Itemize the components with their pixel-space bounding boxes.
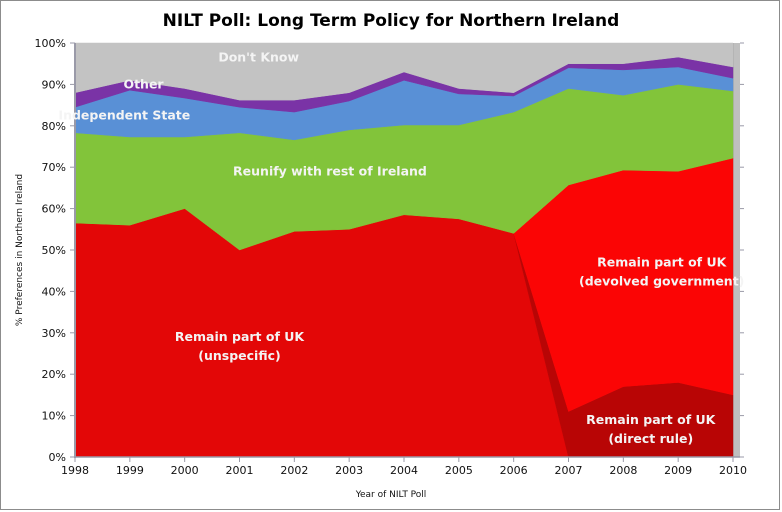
- x-axis-title: Year of NILT Poll: [355, 490, 427, 500]
- y-tick-label: 20%: [42, 368, 66, 381]
- x-tick-label: 2004: [390, 464, 418, 477]
- label-line: Remain part of UK: [586, 412, 717, 427]
- y-tick-label: 50%: [42, 244, 66, 257]
- x-tick-label: 2006: [500, 464, 528, 477]
- label-line: (devolved government): [579, 274, 744, 289]
- plot-right-edge: [733, 43, 740, 457]
- y-tick-label: 40%: [42, 285, 66, 298]
- area-don-t-know: [74, 42, 734, 101]
- x-tick-label: 2000: [171, 464, 199, 477]
- label-reunify-with-rest-of-ireland: Reunify with rest of Ireland: [233, 163, 427, 178]
- label-line: Other: [123, 77, 164, 92]
- x-tick-label: 1999: [116, 464, 144, 477]
- x-tick-label: 2001: [226, 464, 254, 477]
- area-layer: [74, 42, 734, 458]
- x-tick-label: 1998: [61, 464, 89, 477]
- y-tick-label: 100%: [35, 37, 66, 50]
- label-remain-part-of-uk-devolved-government: Remain part of UK (devolved government): [579, 255, 744, 289]
- label-remain-part-of-uk-direct-rule: Remain part of UK (direct rule): [586, 412, 717, 446]
- y-tick-label: 10%: [42, 410, 66, 423]
- y-tick-label: 70%: [42, 161, 66, 174]
- chart-title: NILT Poll: Long Term Policy for Northern…: [163, 11, 620, 31]
- x-tick-label: 2002: [280, 464, 308, 477]
- label-line: Don't Know: [218, 50, 299, 65]
- x-tick-label: 2009: [664, 464, 692, 477]
- x-tick-label: 2003: [335, 464, 363, 477]
- label-line: Remain part of UK: [175, 329, 306, 344]
- label-line: Independent State: [58, 108, 190, 123]
- x-tick-label: 2008: [609, 464, 637, 477]
- y-tick-label: 30%: [42, 327, 66, 340]
- label-line: Reunify with rest of Ireland: [233, 163, 427, 178]
- label-line: Remain part of UK: [597, 255, 728, 270]
- y-tick-label: 0%: [49, 451, 66, 464]
- label-independent-state: Independent State: [58, 108, 190, 123]
- label-remain-part-of-uk-unspecific: Remain part of UK (unspecific): [175, 329, 306, 363]
- y-tick-label: 90%: [42, 78, 66, 91]
- label-line: (unspecific): [198, 348, 280, 363]
- x-tick-label: 2010: [719, 464, 747, 477]
- axes-layer: 0% 10% 20% 30% 40% 50% 60% 70% 80% 90% 100% 1998 199…: [35, 37, 747, 477]
- label-other: Other: [123, 77, 164, 92]
- label-line: (direct rule): [608, 431, 693, 446]
- x-tick-label: 2005: [445, 464, 473, 477]
- y-axis-title: % Preferences in Northern Ireland: [15, 174, 25, 326]
- y-tick-label: 60%: [42, 203, 66, 216]
- x-tick-label: 2007: [555, 464, 583, 477]
- y-tick-label: 80%: [42, 120, 66, 133]
- area-labels: Remain part of UK (unspecific)Remain part…: [58, 50, 744, 446]
- label-don-t-know: Don't Know: [218, 50, 299, 65]
